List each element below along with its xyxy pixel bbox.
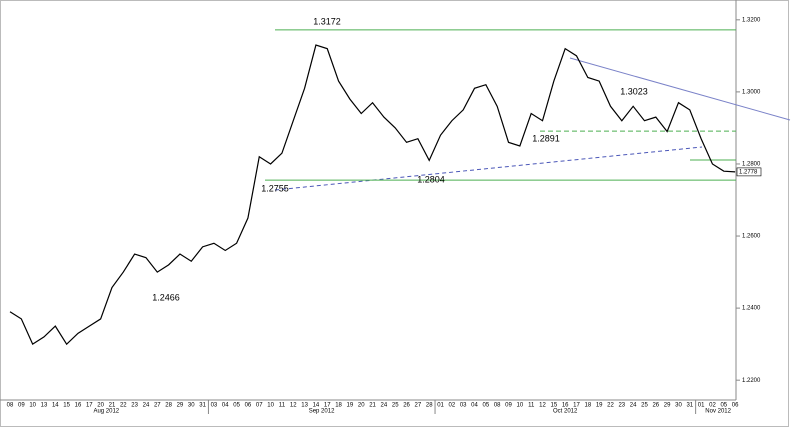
x-tick-label: 28 bbox=[165, 403, 172, 409]
x-tick-label: 17 bbox=[324, 403, 331, 409]
x-tick-label: 20 bbox=[97, 403, 104, 409]
y-tick-label: 1.3000 bbox=[742, 89, 761, 95]
price-tag-label: 1.2778 bbox=[739, 169, 758, 175]
x-tick-label: 31 bbox=[686, 403, 693, 409]
x-tick-label: 31 bbox=[199, 403, 206, 409]
y-tick-label: 1.2200 bbox=[742, 378, 761, 384]
x-tick-label: 24 bbox=[143, 403, 150, 409]
x-tick-label: 22 bbox=[607, 403, 614, 409]
y-tick-label: 1.2600 bbox=[742, 234, 761, 240]
x-tick-label: 27 bbox=[415, 403, 422, 409]
price-line bbox=[9, 44, 736, 346]
x-tick-label: 25 bbox=[392, 403, 399, 409]
x-tick-label: 20 bbox=[358, 403, 365, 409]
trend-line bbox=[569, 57, 791, 121]
x-tick-label: 01 bbox=[437, 403, 444, 409]
x-tick-label: 27 bbox=[154, 403, 161, 409]
level-label: 1.3172 bbox=[313, 16, 341, 26]
x-tick-label: 19 bbox=[596, 403, 603, 409]
x-tick-label: 05 bbox=[720, 403, 727, 409]
trend-line bbox=[274, 146, 703, 191]
x-tick-label: 26 bbox=[652, 403, 659, 409]
frame bbox=[0, 0, 789, 427]
x-tick-label: 28 bbox=[426, 403, 433, 409]
x-tick-label: 03 bbox=[211, 403, 218, 409]
x-tick-label: 11 bbox=[528, 403, 535, 409]
x-tick-label: 22 bbox=[120, 403, 127, 409]
x-tick-label: 30 bbox=[675, 403, 682, 409]
annotation: 1.2466 bbox=[152, 292, 180, 302]
x-tick-label: 05 bbox=[233, 403, 240, 409]
level-label: 1.2891 bbox=[532, 134, 560, 144]
x-tick-label: 16 bbox=[75, 403, 82, 409]
x-tick-label: 23 bbox=[618, 403, 625, 409]
x-tick-label: 09 bbox=[505, 403, 512, 409]
x-tick-label: 12 bbox=[539, 403, 546, 409]
x-tick-label: 07 bbox=[256, 403, 263, 409]
month-label: Oct 2012 bbox=[553, 409, 578, 415]
month-label: Nov 2012 bbox=[705, 409, 731, 415]
x-tick-label: 23 bbox=[131, 403, 138, 409]
annotation: 1.2804 bbox=[417, 174, 445, 184]
x-tick-label: 14 bbox=[313, 403, 320, 409]
y-tick-label: 1.2800 bbox=[742, 162, 761, 168]
x-tick-label: 08 bbox=[494, 403, 501, 409]
x-tick-label: 03 bbox=[460, 403, 467, 409]
y-tick-label: 1.3200 bbox=[742, 17, 761, 23]
x-tick-label: 18 bbox=[335, 403, 342, 409]
x-tick-label: 24 bbox=[630, 403, 637, 409]
x-tick-label: 06 bbox=[732, 403, 739, 409]
x-tick-label: 12 bbox=[290, 403, 297, 409]
x-tick-label: 29 bbox=[177, 403, 184, 409]
x-tick-label: 11 bbox=[279, 403, 286, 409]
x-tick-label: 06 bbox=[245, 403, 252, 409]
x-tick-label: 10 bbox=[517, 403, 524, 409]
x-tick-label: 02 bbox=[709, 403, 716, 409]
x-tick-label: 24 bbox=[381, 403, 388, 409]
month-label: Aug 2012 bbox=[93, 409, 119, 415]
x-tick-label: 04 bbox=[471, 403, 478, 409]
y-tick-label: 1.2400 bbox=[742, 306, 761, 312]
x-tick-label: 21 bbox=[109, 403, 116, 409]
x-tick-label: 17 bbox=[573, 403, 580, 409]
x-tick-label: 05 bbox=[483, 403, 490, 409]
x-tick-label: 14 bbox=[52, 403, 59, 409]
x-tick-label: 18 bbox=[584, 403, 591, 409]
x-tick-label: 30 bbox=[188, 403, 195, 409]
x-tick-label: 21 bbox=[369, 403, 376, 409]
x-tick-label: 15 bbox=[63, 403, 70, 409]
x-tick-label: 16 bbox=[562, 403, 569, 409]
x-tick-label: 13 bbox=[301, 403, 308, 409]
price-tag bbox=[736, 167, 762, 177]
x-tick-label: 25 bbox=[641, 403, 648, 409]
x-tick-label: 01 bbox=[698, 403, 705, 409]
x-tick-label: 29 bbox=[664, 403, 671, 409]
x-tick-label: 08 bbox=[7, 403, 14, 409]
x-tick-label: 10 bbox=[267, 403, 274, 409]
x-tick-label: 19 bbox=[347, 403, 354, 409]
x-tick-label: 04 bbox=[222, 403, 229, 409]
x-tick-label: 13 bbox=[41, 403, 48, 409]
level-label: 1.2755 bbox=[261, 184, 289, 194]
x-tick-label: 09 bbox=[18, 403, 25, 409]
x-tick-label: 15 bbox=[550, 403, 557, 409]
x-tick-label: 02 bbox=[449, 403, 456, 409]
x-tick-label: 17 bbox=[86, 403, 93, 409]
x-tick-label: 26 bbox=[403, 403, 410, 409]
x-tick-label: 10 bbox=[29, 403, 36, 409]
month-label: Sep 2012 bbox=[309, 409, 335, 415]
annotation: 1.3023 bbox=[620, 86, 648, 96]
